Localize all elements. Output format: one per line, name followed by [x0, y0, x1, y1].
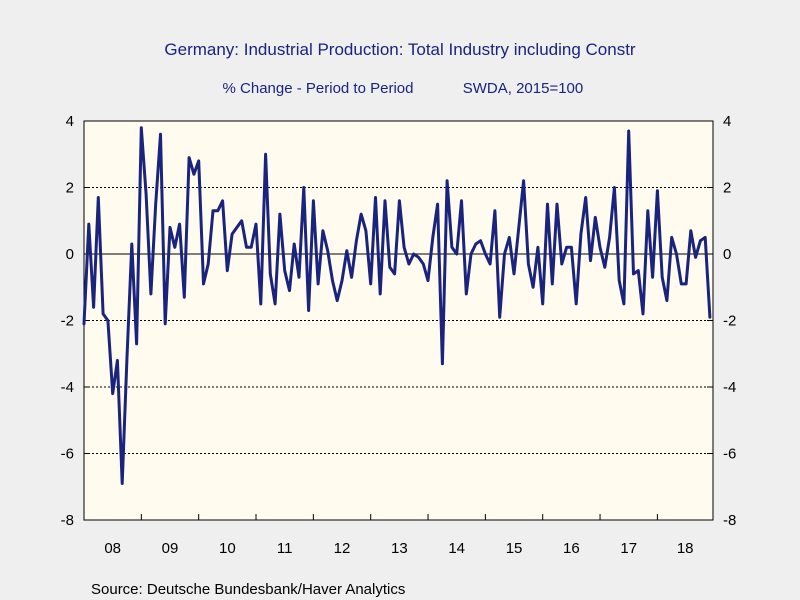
y-tick-label-right: 4	[723, 113, 731, 130]
x-tick-label: 18	[677, 540, 694, 557]
source-note: Source: Deutsche Bundesbank/Haver Analyt…	[91, 581, 405, 598]
x-tick-labels: 08 09 10 11 12 13 14 15 16 17 18	[104, 540, 693, 557]
series-line	[82, 126, 712, 485]
chart-subtitle-left: % Change - Period to Period	[223, 80, 414, 97]
x-tick-label: 11	[277, 540, 293, 557]
y-tick-label-left: -8	[61, 512, 74, 529]
x-tick-label: 16	[563, 540, 580, 557]
y-tick-label-right: -2	[723, 313, 736, 330]
axis-ticks	[84, 120, 713, 521]
x-tick-label: 12	[334, 540, 351, 557]
y-tick-label-right: -4	[723, 379, 736, 396]
y-tick-label-left: -4	[61, 379, 74, 396]
y-tick-label-right: 0	[723, 246, 731, 263]
x-tick-label: 09	[162, 540, 179, 557]
x-tick-label: 10	[219, 540, 236, 557]
y-tick-label-right: 2	[723, 180, 731, 197]
y-tick-label-right: -6	[723, 446, 736, 463]
x-tick-label: 13	[391, 540, 408, 557]
x-tick-label: 15	[506, 540, 523, 557]
y-tick-label-left: 0	[66, 246, 74, 263]
y-tick-label-left: -2	[61, 313, 74, 330]
y-tick-label-right: -8	[723, 512, 736, 529]
y-tick-label-left: -6	[61, 446, 74, 463]
plot-area	[83, 120, 714, 521]
y-tick-labels: 4 4 2 2 0 0 -2 -2 -4 -4 -6 -6 -8 -8	[61, 113, 737, 529]
y-tick-label-left: 4	[66, 113, 74, 130]
chart-subtitle-right: SWDA, 2015=100	[463, 80, 584, 97]
x-tick-label: 08	[104, 540, 121, 557]
x-tick-label: 14	[448, 540, 465, 557]
x-tick-label: 17	[620, 540, 637, 557]
y-tick-label-left: 2	[66, 180, 74, 197]
chart-title: Germany: Industrial Production: Total In…	[164, 40, 636, 59]
